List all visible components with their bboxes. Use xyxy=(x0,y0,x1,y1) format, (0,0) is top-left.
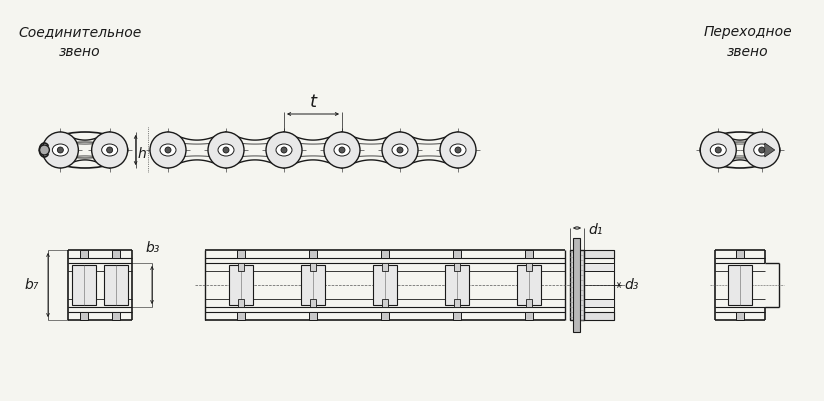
Text: звено: звено xyxy=(59,45,101,59)
Bar xyxy=(736,250,744,258)
Bar xyxy=(237,250,245,258)
Bar xyxy=(309,250,317,258)
Bar xyxy=(584,312,614,320)
Ellipse shape xyxy=(218,144,234,156)
Bar xyxy=(80,312,88,320)
Ellipse shape xyxy=(160,144,176,156)
Text: b₃: b₃ xyxy=(146,241,161,255)
Bar xyxy=(570,250,584,320)
Bar xyxy=(104,265,128,305)
Bar xyxy=(382,263,388,271)
Polygon shape xyxy=(765,143,775,157)
Ellipse shape xyxy=(276,144,292,156)
Circle shape xyxy=(324,132,360,168)
Bar xyxy=(517,265,541,305)
Bar xyxy=(310,263,316,271)
Circle shape xyxy=(91,132,128,168)
Bar xyxy=(229,265,253,305)
Circle shape xyxy=(382,132,418,168)
Circle shape xyxy=(266,132,302,168)
Bar xyxy=(309,312,317,320)
Circle shape xyxy=(440,132,476,168)
Bar xyxy=(525,312,533,320)
Circle shape xyxy=(339,147,345,153)
Bar xyxy=(454,263,460,271)
Bar xyxy=(445,265,469,305)
Text: d₁: d₁ xyxy=(588,223,602,237)
Circle shape xyxy=(700,132,737,168)
Circle shape xyxy=(58,147,63,153)
Circle shape xyxy=(150,132,186,168)
Text: звено: звено xyxy=(728,45,769,59)
Text: h: h xyxy=(138,147,147,161)
Bar xyxy=(453,312,461,320)
Circle shape xyxy=(208,132,244,168)
Circle shape xyxy=(40,145,49,155)
Ellipse shape xyxy=(754,144,770,156)
Circle shape xyxy=(715,147,721,153)
Bar xyxy=(112,312,120,320)
Circle shape xyxy=(744,132,780,168)
Ellipse shape xyxy=(392,144,408,156)
Bar xyxy=(573,238,580,332)
Ellipse shape xyxy=(334,144,350,156)
Bar xyxy=(526,263,532,271)
Bar xyxy=(238,299,244,307)
Circle shape xyxy=(281,147,287,153)
Bar xyxy=(736,312,744,320)
Ellipse shape xyxy=(53,144,68,156)
Bar xyxy=(584,263,614,271)
Bar xyxy=(381,312,389,320)
Circle shape xyxy=(165,147,171,153)
Bar xyxy=(526,299,532,307)
Circle shape xyxy=(42,132,78,168)
Bar xyxy=(112,250,120,258)
Ellipse shape xyxy=(710,144,726,156)
Bar xyxy=(381,250,389,258)
Bar xyxy=(584,299,614,307)
Bar xyxy=(80,250,88,258)
Circle shape xyxy=(223,147,229,153)
Text: Соединительное: Соединительное xyxy=(18,25,142,39)
Circle shape xyxy=(759,147,765,153)
Bar xyxy=(382,299,388,307)
Bar xyxy=(238,263,244,271)
Bar xyxy=(310,299,316,307)
Text: Переходное: Переходное xyxy=(704,25,793,39)
Bar xyxy=(373,265,397,305)
Text: b₇: b₇ xyxy=(25,278,40,292)
Text: d₃: d₃ xyxy=(624,278,639,292)
Bar xyxy=(454,299,460,307)
Ellipse shape xyxy=(450,144,466,156)
Bar xyxy=(453,250,461,258)
Ellipse shape xyxy=(101,144,118,156)
Bar xyxy=(584,250,614,258)
Bar xyxy=(728,265,752,305)
Circle shape xyxy=(106,147,113,153)
Bar xyxy=(237,312,245,320)
Bar xyxy=(301,265,325,305)
Circle shape xyxy=(397,147,403,153)
Bar xyxy=(72,265,96,305)
Text: t: t xyxy=(310,93,316,111)
Circle shape xyxy=(455,147,461,153)
Bar xyxy=(525,250,533,258)
